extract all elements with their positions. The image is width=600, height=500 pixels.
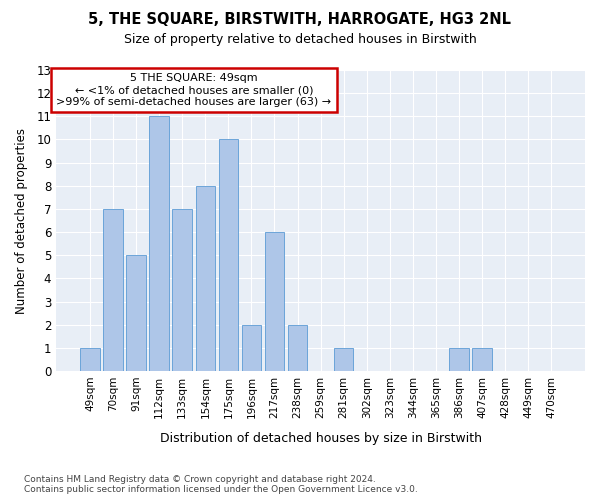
X-axis label: Distribution of detached houses by size in Birstwith: Distribution of detached houses by size … (160, 432, 482, 445)
Bar (149, 116, 169, 371)
Bar (127, 256, 146, 371)
Bar (242, 325, 261, 371)
Text: 5, THE SQUARE, BIRSTWITH, HARROGATE, HG3 2NL: 5, THE SQUARE, BIRSTWITH, HARROGATE, HG3… (89, 12, 511, 28)
Text: Contains HM Land Registry data © Crown copyright and database right 2024.: Contains HM Land Registry data © Crown c… (24, 474, 376, 484)
Y-axis label: Number of detached properties: Number of detached properties (15, 128, 28, 314)
Bar (265, 232, 284, 371)
Bar (196, 186, 215, 371)
Bar (334, 348, 353, 371)
Bar (449, 348, 469, 371)
Bar (103, 209, 123, 371)
Text: Contains public sector information licensed under the Open Government Licence v3: Contains public sector information licen… (24, 484, 418, 494)
Bar (472, 348, 492, 371)
Bar (80, 348, 100, 371)
Bar (218, 140, 238, 371)
Bar (172, 209, 192, 371)
Text: Size of property relative to detached houses in Birstwith: Size of property relative to detached ho… (124, 32, 476, 46)
Text: 5 THE SQUARE: 49sqm
← <1% of detached houses are smaller (0)
>99% of semi-detach: 5 THE SQUARE: 49sqm ← <1% of detached ho… (56, 74, 331, 106)
Bar (288, 325, 307, 371)
